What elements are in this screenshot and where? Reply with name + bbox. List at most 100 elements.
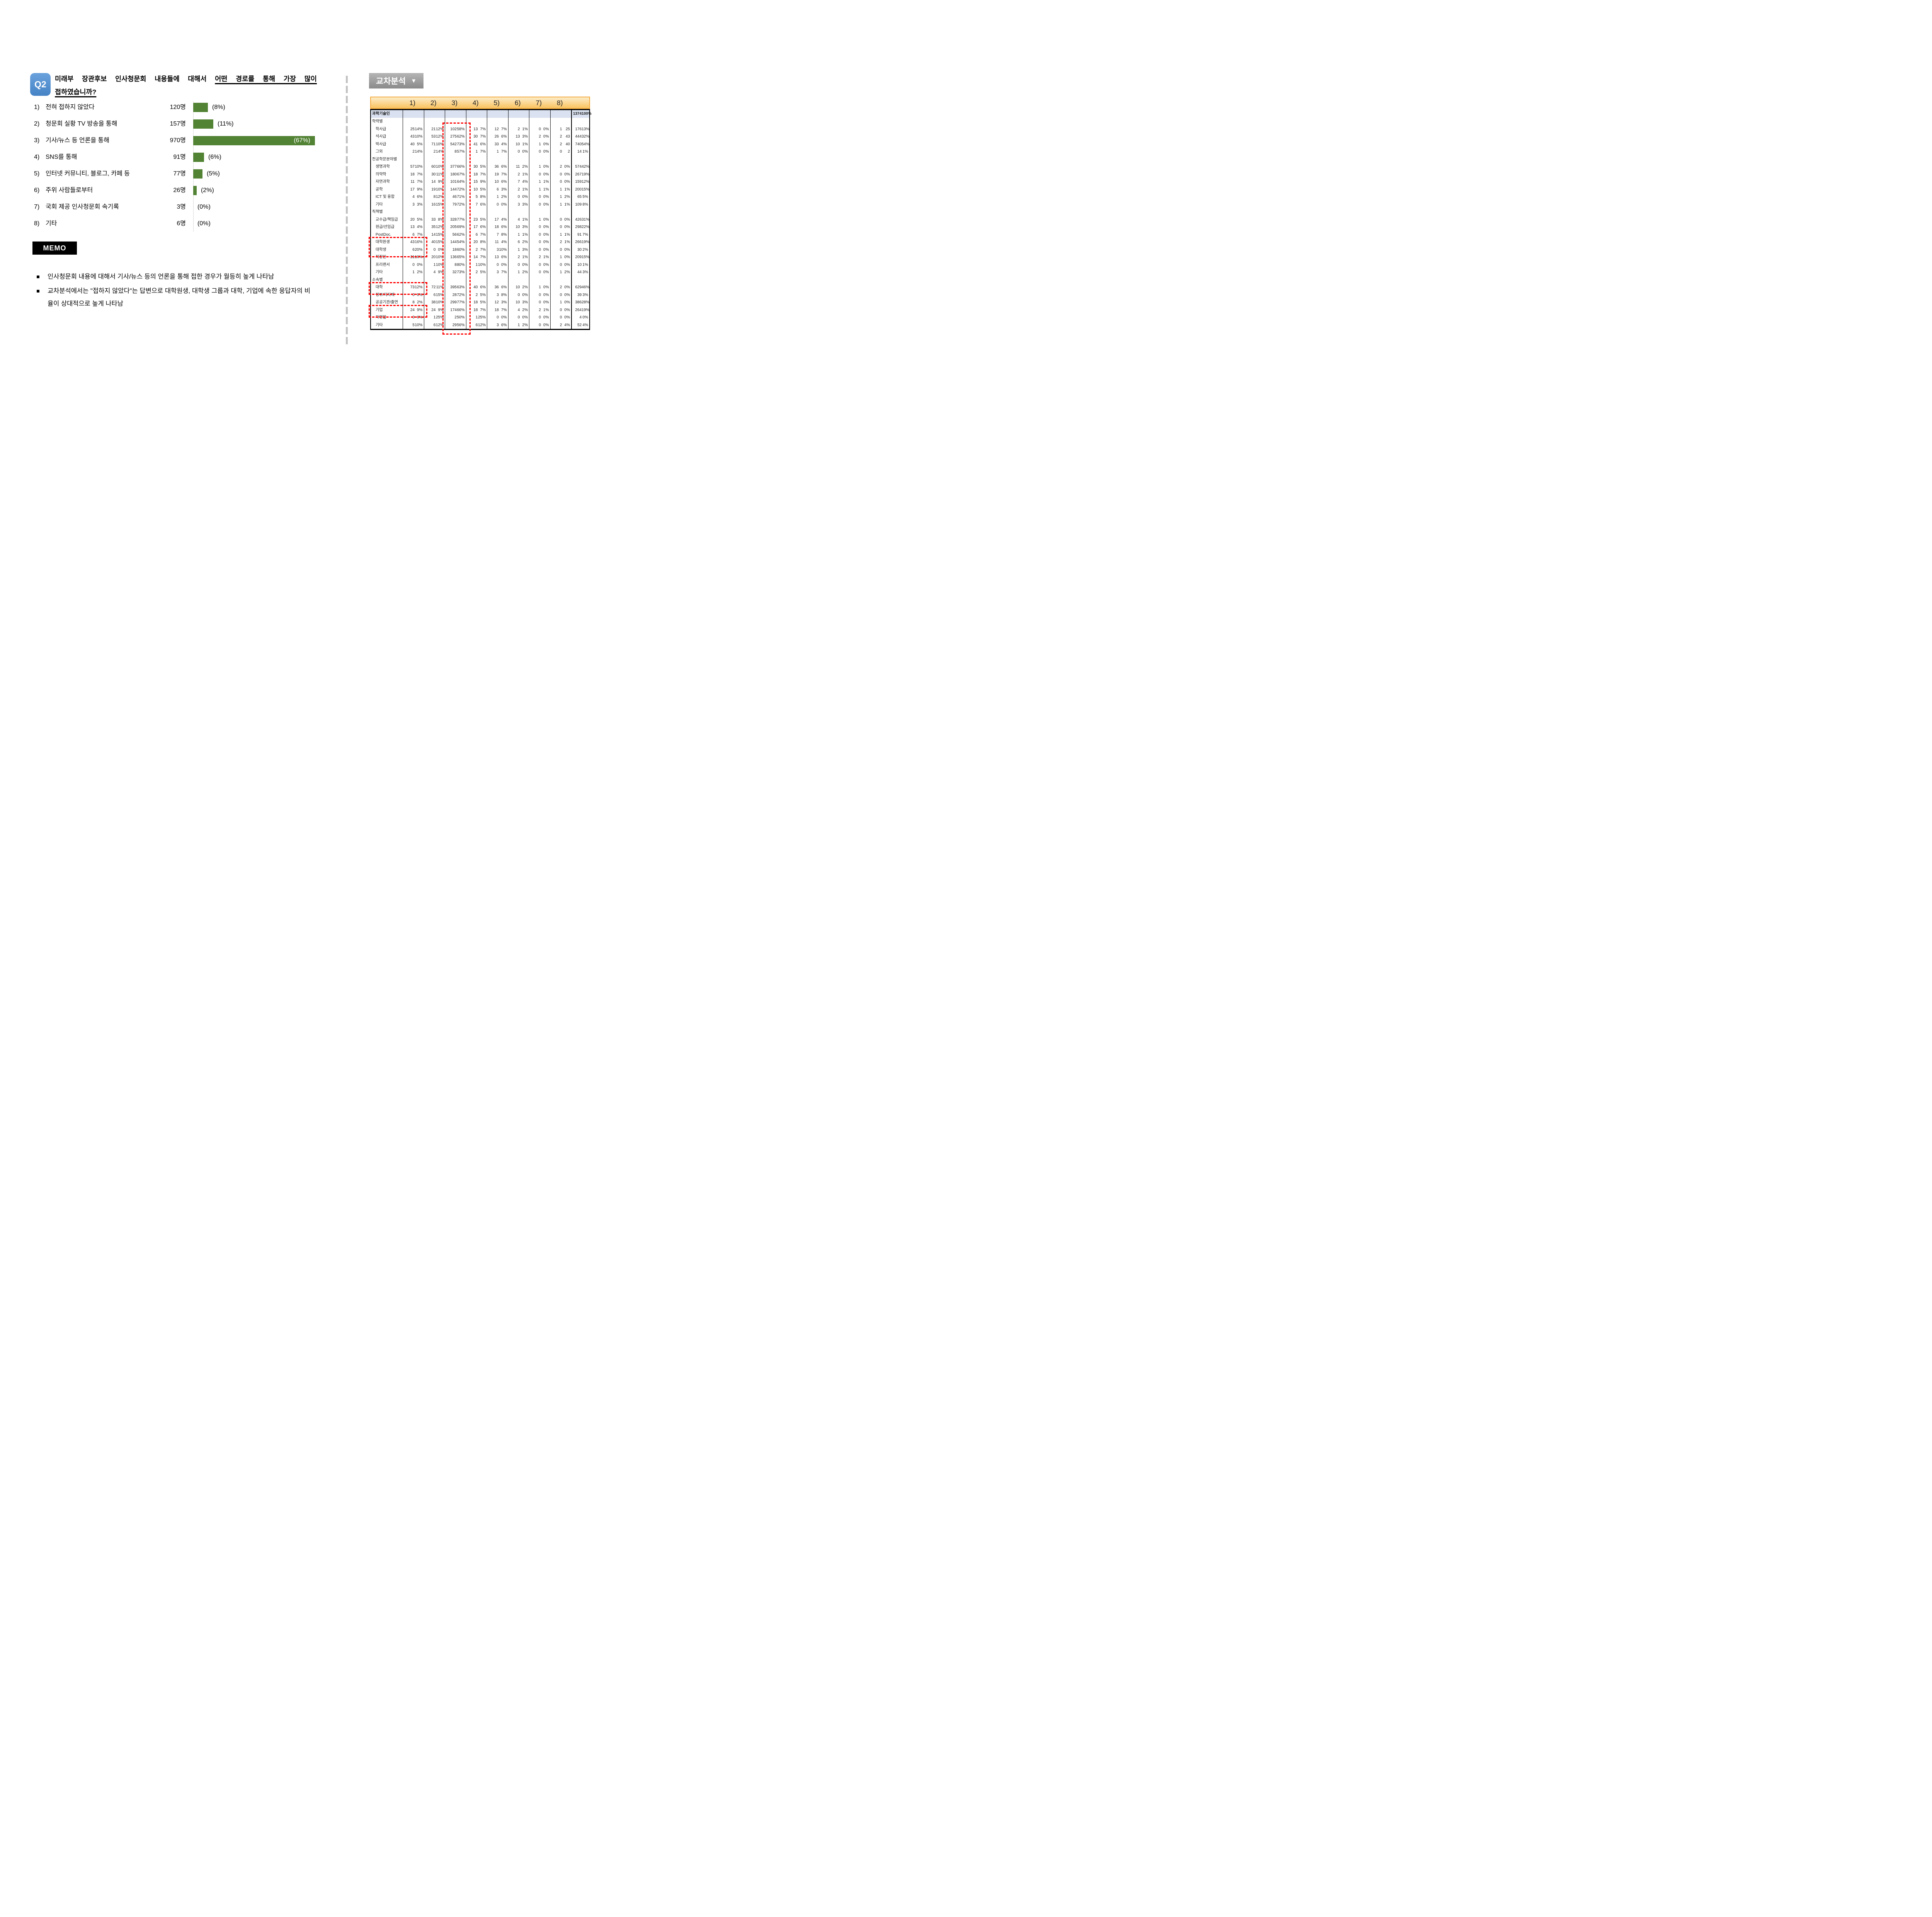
cell-count: 6	[475, 323, 478, 327]
bar	[193, 103, 208, 112]
group-cell: 21 12%	[423, 125, 445, 133]
cell-count: 1	[560, 232, 562, 237]
section-row: 소속별	[371, 276, 589, 284]
cell-count: 10	[494, 180, 499, 184]
cell-percent: 50%	[457, 315, 465, 320]
row-label: 그외	[376, 150, 383, 154]
group-cell	[445, 118, 466, 126]
cell-count: 41	[473, 142, 478, 146]
cross-analysis-button[interactable]: 교차분석 ▼	[369, 73, 423, 88]
group-cell: 8 12%	[423, 193, 445, 201]
cell-percent: 4%	[522, 180, 528, 184]
group-cell: 377 66%	[445, 163, 466, 171]
group-cell: 144 54%	[445, 238, 466, 246]
group-cell	[487, 276, 508, 284]
cell-percent: 0%	[543, 323, 549, 327]
cell-percent: 0%	[564, 247, 570, 252]
cell-count: 11	[410, 180, 415, 184]
cell-count: 205	[450, 225, 457, 229]
total-percent: 15%	[582, 187, 590, 192]
total-cell: 52 4%	[571, 321, 589, 329]
cell-count: 2	[560, 142, 562, 146]
cell-count: 43	[410, 240, 415, 244]
cell-percent: 2%	[564, 195, 570, 199]
cell-percent: 62%	[457, 134, 465, 139]
group-cell: 23 5%	[466, 216, 487, 223]
cell-count: 2	[560, 165, 562, 169]
total-count: 264	[575, 308, 582, 312]
total-count: 14	[577, 150, 582, 154]
highlight-box-rows-grad-students	[369, 237, 427, 257]
cell-count: 0	[560, 225, 562, 229]
option-row: 6) 주위 사람들로부터 26명 (2%)	[34, 185, 343, 196]
cell-percent: 1%	[564, 202, 570, 207]
cell-count: 18	[473, 172, 478, 177]
group-cell: 4 1%	[508, 216, 529, 223]
cell-count: 40	[473, 285, 478, 289]
table-row: 공학 17 9% 19 10% 144 72% 10 5% 6 3% 2 1% 1 1% 1 1% 200 15%	[371, 185, 590, 193]
cell-count: 3	[412, 202, 415, 207]
group-cell: 13 3%	[508, 133, 529, 141]
cell-percent: 0%	[543, 127, 549, 131]
cell-percent: 6%	[480, 142, 486, 146]
group-cell: 36 6%	[487, 163, 508, 171]
cell-percent: 2%	[522, 240, 528, 244]
cell-count: 0	[517, 262, 520, 267]
group-cell: 8 57%	[445, 148, 466, 156]
cell-count: 18	[473, 300, 478, 304]
group-cell: 71 10%	[423, 140, 445, 148]
group-cell: 1 2%	[550, 269, 571, 276]
cell-count: 1	[560, 300, 562, 304]
cell-percent: 5%	[417, 217, 423, 222]
total-cell: 200 15%	[571, 185, 590, 193]
cell-count: 10	[515, 225, 520, 229]
group-cell: 30 5%	[466, 163, 487, 171]
cell-percent: 6%	[501, 225, 507, 229]
cell-count: 2	[517, 255, 520, 259]
cell-percent: 1%	[564, 232, 570, 237]
group-cell: 2 1%	[508, 125, 529, 133]
total-count: 209	[575, 255, 582, 259]
cell-count: 26	[494, 134, 499, 139]
cell-count: 2	[560, 134, 562, 139]
cell-count: 0	[497, 315, 499, 320]
cell-percent: 0%	[522, 150, 528, 154]
table-row: 의약학 18 7% 30 11% 180 67% 18 7% 19 7% 2 1% 0 0% 0 0% 267 19…	[371, 170, 589, 178]
row-label: 학사급	[376, 127, 386, 131]
memo-bullet: 교차분석에서는 "접하지 않았다"는 답변으로 대학원생, 대학생 그룹과 대학…	[37, 285, 315, 310]
cell-count: 72	[431, 285, 436, 289]
cell-count: 7	[517, 180, 520, 184]
column-header: 7)	[536, 99, 542, 107]
cell-percent: 69%	[457, 225, 465, 229]
group-cell: 328 77%	[445, 216, 466, 223]
cell-count: 14	[431, 180, 436, 184]
question-line-1: 미래부 장관후보 인사청문회 내용들에 대해서 어떤 경로를 통해 가장 많이	[55, 72, 317, 85]
cell-percent: 7%	[501, 270, 507, 274]
cell-count: 3	[497, 323, 499, 327]
table-row: 정부/지자체 0 0% 6 15% 28 72% 2 5% 3 8% 0 0% 0 0% 0 0% 39 3%	[371, 291, 589, 299]
cell-percent: 5%	[480, 187, 486, 192]
cell-count: 56	[452, 232, 457, 237]
cell-count: 144	[450, 240, 457, 244]
total-count: 200	[575, 187, 582, 192]
cell-count: 17	[473, 225, 478, 229]
cell-count: 19	[494, 172, 499, 177]
total-count: 740	[575, 142, 582, 146]
group-cell: 15 9%	[466, 178, 487, 186]
total-count: 30	[577, 247, 582, 252]
group-cell: 2 1%	[508, 253, 529, 261]
option-number: 7)	[34, 204, 40, 210]
cell-percent: 0%	[438, 247, 444, 252]
table-row: 학사급 25 14% 21 12% 102 58% 13 7% 12 7% 2 1% 0 0% 1 25 176 1…	[371, 125, 589, 133]
group-cell: 2 1%	[508, 185, 529, 193]
total-percent: 7%	[582, 232, 588, 237]
group-cell: 542 73%	[445, 140, 466, 148]
cell-count: 2	[517, 172, 520, 177]
group-cell: 174 66%	[445, 306, 466, 314]
group-cell: 1 1%	[529, 178, 550, 186]
cell-percent: 1%	[564, 240, 570, 244]
total-row: 과학기술인 1374 100%	[371, 110, 592, 118]
total-count: 386	[575, 300, 582, 304]
group-cell: 10 3%	[508, 223, 529, 231]
